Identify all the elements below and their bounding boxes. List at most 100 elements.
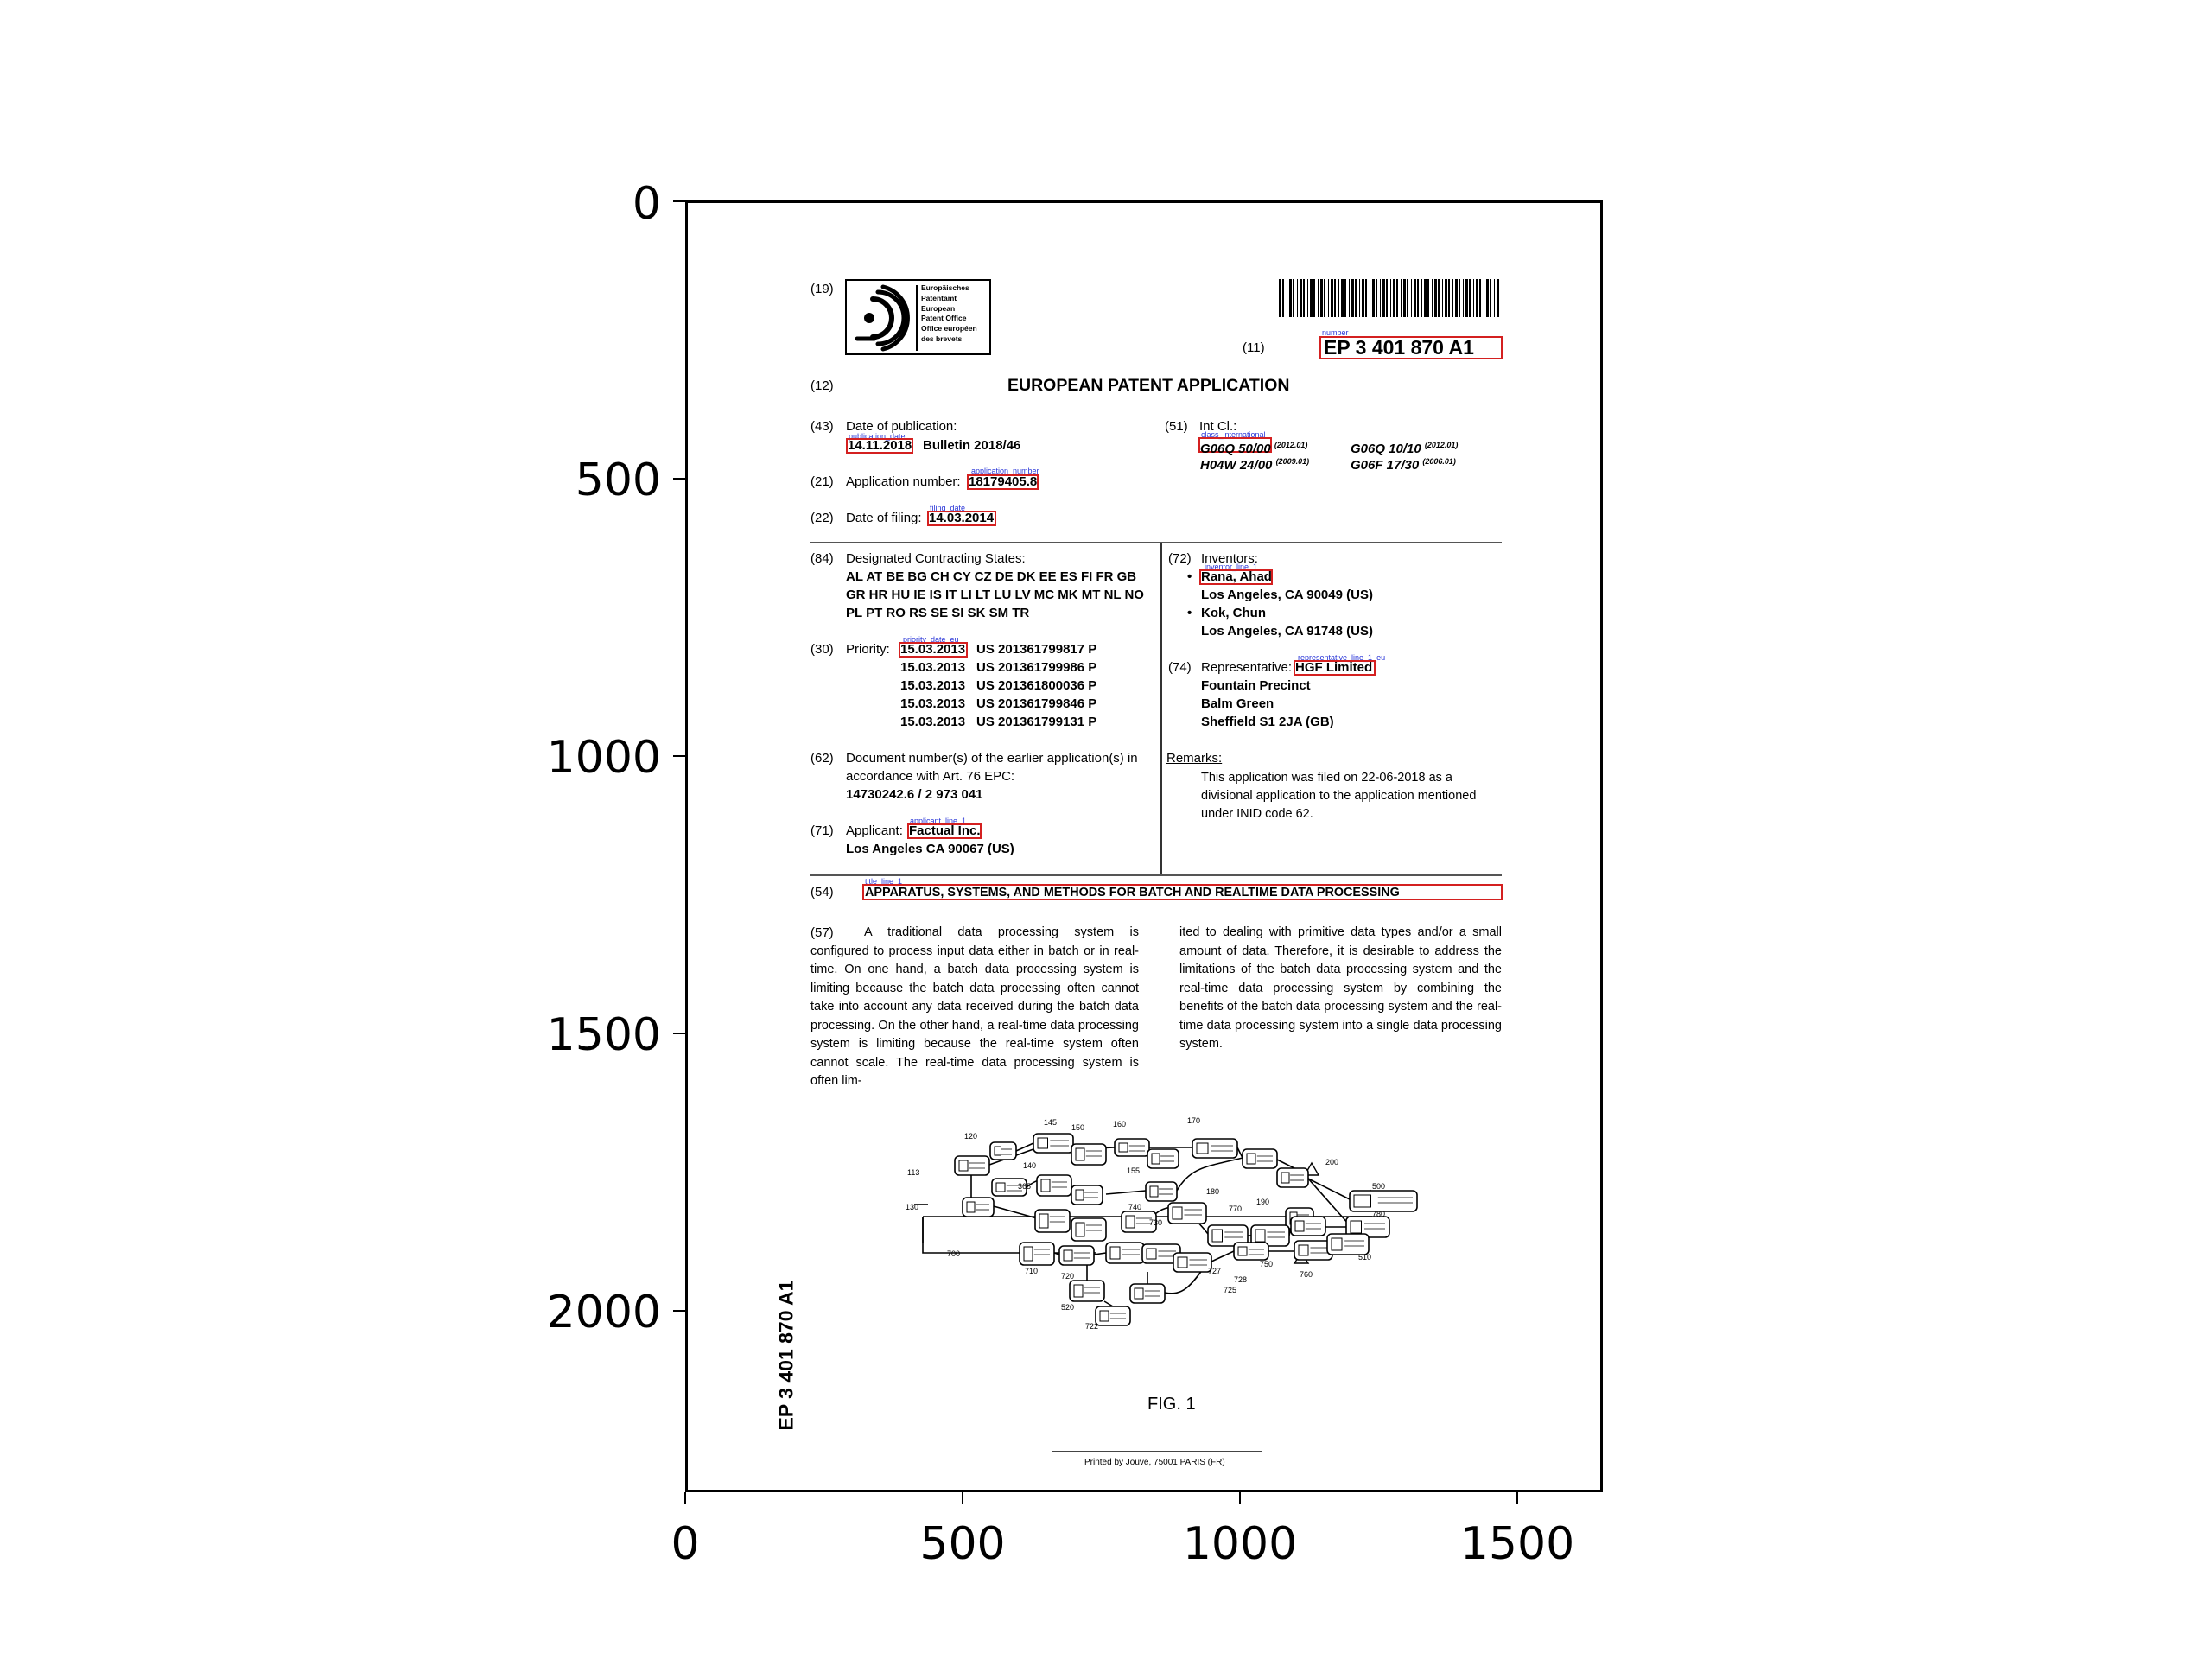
filing-label: Date of filing:: [846, 511, 922, 526]
inid-72: (72): [1168, 551, 1192, 567]
inid-22: (22): [810, 511, 834, 526]
class-code: G06F 17/30 (2006.01): [1351, 454, 1456, 474]
diagram-node: [1106, 1243, 1144, 1263]
diagram-node: [1130, 1284, 1165, 1303]
barcode-bar: [1359, 279, 1360, 317]
representative-name: HGF Limited: [1295, 660, 1372, 676]
barcode-bar: [1344, 279, 1346, 317]
diagram-edge: [1211, 1251, 1234, 1262]
inid-71: (71): [810, 823, 834, 839]
diagram-label: 727: [1208, 1267, 1221, 1275]
diagram-label: 730: [1149, 1218, 1162, 1227]
diagram-node: [1037, 1175, 1071, 1196]
diagram-edge: [1177, 1158, 1243, 1191]
inid-74: (74): [1168, 660, 1192, 676]
diagram-node: [1096, 1306, 1130, 1325]
barcode-bar: [1463, 279, 1464, 317]
x-tick: [684, 1492, 686, 1504]
barcode-bar: [1293, 279, 1294, 317]
barcode-bar: [1407, 279, 1408, 317]
diagram-label: 770: [1229, 1205, 1242, 1213]
remarks-line: divisional application to the applicatio…: [1201, 787, 1476, 805]
inid-21: (21): [810, 474, 834, 490]
earlier-numbers: 14730242.6 / 2 973 041: [846, 787, 982, 803]
diagram-label: 190: [1256, 1198, 1269, 1206]
inid-62: (62): [810, 751, 834, 766]
barcode-bar: [1307, 279, 1308, 317]
abstract-left: A traditional data processing system is …: [810, 924, 1139, 1091]
y-tick-label: 2000: [547, 1287, 661, 1338]
diagram-node: [1350, 1191, 1417, 1211]
barcode-bar: [1382, 279, 1385, 317]
diagram-node: [1168, 1203, 1206, 1224]
divider: [810, 874, 1502, 876]
patent-number: EP 3 401 870 A1: [1324, 336, 1474, 359]
y-tick-label: 1000: [547, 732, 661, 784]
barcode-bar: [1355, 279, 1357, 317]
diagram-node: [1035, 1210, 1070, 1232]
barcode-bar: [1318, 279, 1319, 317]
representative-address: Sheffield S1 2JA (GB): [1201, 715, 1334, 730]
barcode-bar: [1442, 279, 1443, 317]
y-tick: [673, 478, 685, 480]
inid-43: (43): [810, 419, 834, 435]
logo-text: European: [921, 304, 977, 315]
remarks-label: Remarks:: [1166, 751, 1222, 766]
diagram-edge: [1104, 1301, 1113, 1306]
barcode-bar: [1434, 279, 1437, 317]
inid-11: (11): [1243, 340, 1265, 356]
barcode-bar: [1328, 279, 1329, 317]
diagram-label: 130: [906, 1203, 918, 1211]
y-tick: [673, 1310, 685, 1312]
barcode-bar: [1401, 279, 1402, 317]
x-tick: [1239, 1492, 1241, 1504]
diagram-label: 760: [1300, 1270, 1313, 1279]
priority-date: 15.03.2013: [900, 696, 965, 712]
barcode-bar: [1455, 279, 1458, 317]
diagram-node: [1020, 1243, 1054, 1265]
barcode-bar: [1313, 279, 1315, 317]
side-patent-number: EP 3 401 870 A1: [775, 1261, 798, 1451]
barcode-bar: [1452, 279, 1453, 317]
barcode-bar: [1465, 279, 1468, 317]
diagram-label: 500: [1372, 1182, 1385, 1191]
barcode-bar: [1476, 279, 1478, 317]
barcode-bar: [1380, 279, 1381, 317]
barcode-bar: [1372, 279, 1375, 317]
diagram-label: 700: [947, 1249, 960, 1258]
diagram-label: 720: [1061, 1272, 1074, 1281]
epo-logo: Europäisches Patentamt European Patent O…: [845, 279, 991, 355]
diagram-node: [1071, 1218, 1106, 1241]
barcode-bar: [1310, 279, 1313, 317]
states-label: Designated Contracting States:: [846, 551, 1026, 567]
x-tick-label: 0: [671, 1518, 699, 1570]
diagram-label: 160: [1113, 1120, 1126, 1128]
inventor-address: Los Angeles, CA 91748 (US): [1201, 624, 1373, 639]
y-tick-label: 0: [632, 178, 661, 230]
diagram-label: 710: [1025, 1267, 1038, 1275]
barcode-bar: [1303, 279, 1305, 317]
barcode-bar: [1396, 279, 1398, 317]
priority-date: 15.03.2013: [900, 715, 965, 730]
document-type: EUROPEAN PATENT APPLICATION: [1007, 375, 1289, 396]
priority-number: US 201361799131 P: [976, 715, 1096, 730]
priority-number: US 201361799817 P: [976, 642, 1096, 658]
diagram-label: 155: [1127, 1166, 1140, 1175]
applicant-address: Los Angeles CA 90067 (US): [846, 842, 1014, 857]
divider: [810, 542, 1502, 543]
barcode-bar: [1411, 279, 1412, 317]
diagram-node: [1291, 1217, 1325, 1236]
priority-date: 15.03.2013: [900, 660, 965, 676]
logo-text: des brevets: [921, 334, 977, 345]
barcode-bar: [1386, 279, 1388, 317]
diagram-node: [1033, 1134, 1073, 1153]
barcode-bar: [1432, 279, 1433, 317]
diagram-label: 120: [964, 1132, 977, 1141]
diagram-edge: [1094, 1253, 1106, 1255]
diagram-label: 740: [1128, 1203, 1141, 1211]
barcode-bar: [1390, 279, 1391, 317]
diagram-edge: [1308, 1179, 1350, 1199]
y-tick-label: 500: [575, 454, 661, 506]
barcode-bar: [1497, 279, 1499, 317]
barcode-bar: [1486, 279, 1489, 317]
